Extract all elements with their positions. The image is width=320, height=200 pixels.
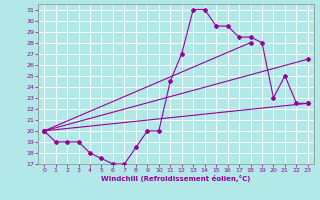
X-axis label: Windchill (Refroidissement éolien,°C): Windchill (Refroidissement éolien,°C) (101, 175, 251, 182)
